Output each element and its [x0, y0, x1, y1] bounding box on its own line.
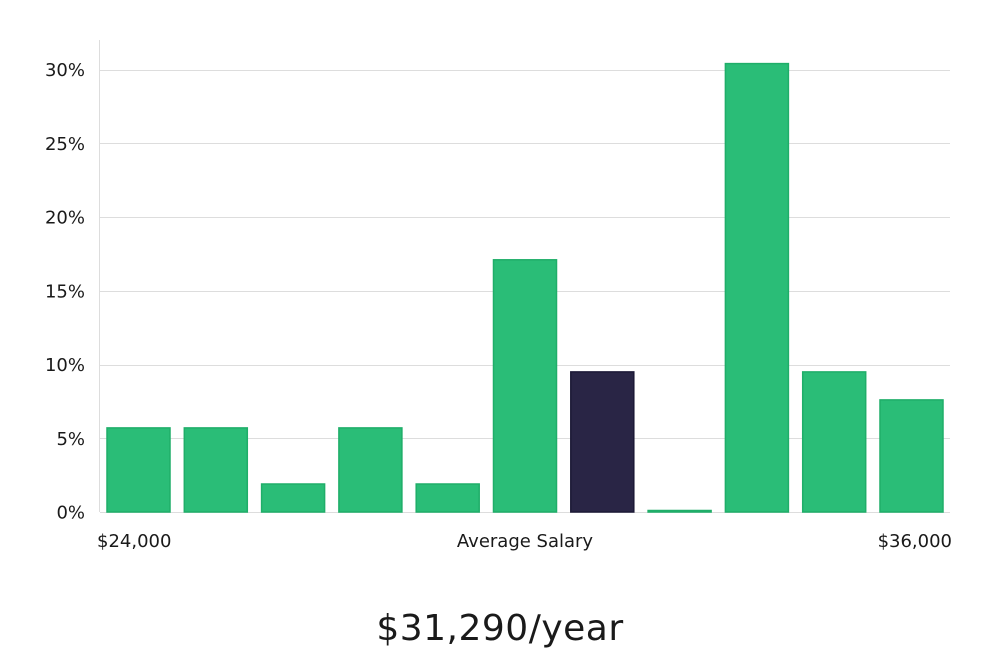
bar	[647, 509, 712, 513]
y-axis-ticks: 0% 5% 10% 15% 20% 25% 30%	[45, 60, 85, 524]
bar	[183, 427, 249, 513]
bar	[415, 483, 480, 513]
x-min-label: $24,000	[97, 531, 171, 552]
salary-histogram: 0% 5% 10% 15% 20% 25% 30% $24,000 Average Sala…	[45, 40, 952, 552]
bars	[106, 62, 944, 513]
bar	[106, 427, 171, 513]
bar-highlighted	[570, 371, 635, 513]
bar	[801, 371, 867, 513]
y-tick-label: 15%	[45, 281, 85, 302]
y-tick-label: 30%	[45, 60, 85, 81]
y-tick-label: 20%	[45, 208, 85, 229]
bar	[492, 259, 558, 513]
x-axis-title: Average Salary	[457, 531, 594, 552]
bar	[879, 399, 944, 513]
average-salary-value: $31,290/year	[376, 608, 624, 649]
y-tick-label: 0%	[56, 503, 85, 524]
x-max-label: $36,000	[878, 531, 952, 552]
y-tick-label: 10%	[45, 355, 85, 376]
y-tick-label: 25%	[45, 134, 85, 155]
y-tick-label: 5%	[56, 429, 85, 450]
bar	[724, 62, 790, 513]
bar	[338, 427, 403, 513]
bar	[260, 483, 326, 513]
